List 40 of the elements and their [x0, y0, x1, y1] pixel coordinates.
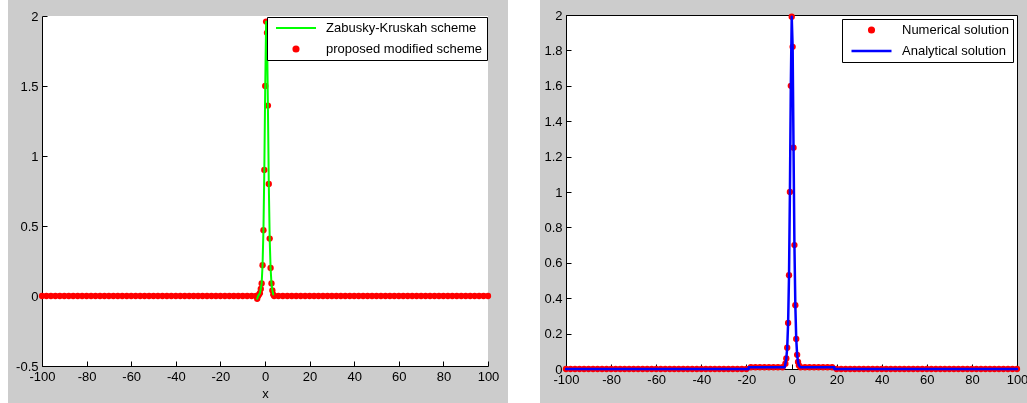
y-tick-label: 0.5 [20, 218, 39, 234]
y-tick-label: 1.2 [544, 149, 563, 165]
y-tick-label: 1 [555, 184, 563, 200]
x-tick-label: -40 [166, 368, 186, 384]
x-tick-label: 80 [965, 371, 980, 387]
x-tick-label: 40 [347, 368, 362, 384]
y-tick-label: 1.6 [544, 78, 563, 94]
y-tick-label: 1 [31, 148, 39, 164]
x-tick-label: 0 [261, 368, 270, 384]
x-tick-label: -40 [692, 371, 712, 387]
legend-label: Analytical solution [902, 43, 1007, 58]
y-tick-label: 0.2 [544, 326, 563, 342]
x-tick-label: -20 [737, 371, 757, 387]
x-tick-label: 0 [788, 371, 796, 387]
y-tick-label: 0.6 [544, 255, 563, 271]
y-tick-label: 0.8 [544, 219, 563, 235]
y-tick-label: 2 [555, 7, 563, 23]
legend-label: proposed modified scheme [326, 41, 483, 56]
x-tick-label: -80 [77, 368, 97, 384]
y-tick-label: 1.4 [544, 113, 563, 129]
x-tick-label: 100 [1006, 371, 1027, 387]
x-tick-label: 60 [920, 371, 935, 387]
x-tick-label: 80 [436, 368, 452, 384]
x-tick-label: -60 [122, 368, 142, 384]
y-tick-label: 2 [31, 8, 39, 24]
x-tick-label: 20 [302, 368, 318, 384]
legend-label: Zabusky-Kruskah scheme [326, 20, 477, 35]
x-tick-label: 20 [829, 371, 845, 387]
x-axis-title: x [262, 385, 270, 401]
legend-label: Numerical solution [902, 22, 1009, 37]
y-tick-label: 0 [31, 288, 39, 304]
y-tick-label: 1.5 [20, 78, 39, 94]
x-tick-label: 60 [392, 368, 407, 384]
x-tick-label: -60 [647, 371, 667, 387]
x-tick-label: 40 [874, 371, 890, 387]
y-tick-label: 1.8 [544, 42, 563, 58]
x-tick-label: -80 [602, 371, 621, 387]
x-tick-label: 100 [477, 368, 500, 384]
x-tick-label: -20 [211, 368, 231, 384]
y-tick-label: 0.4 [544, 290, 563, 306]
